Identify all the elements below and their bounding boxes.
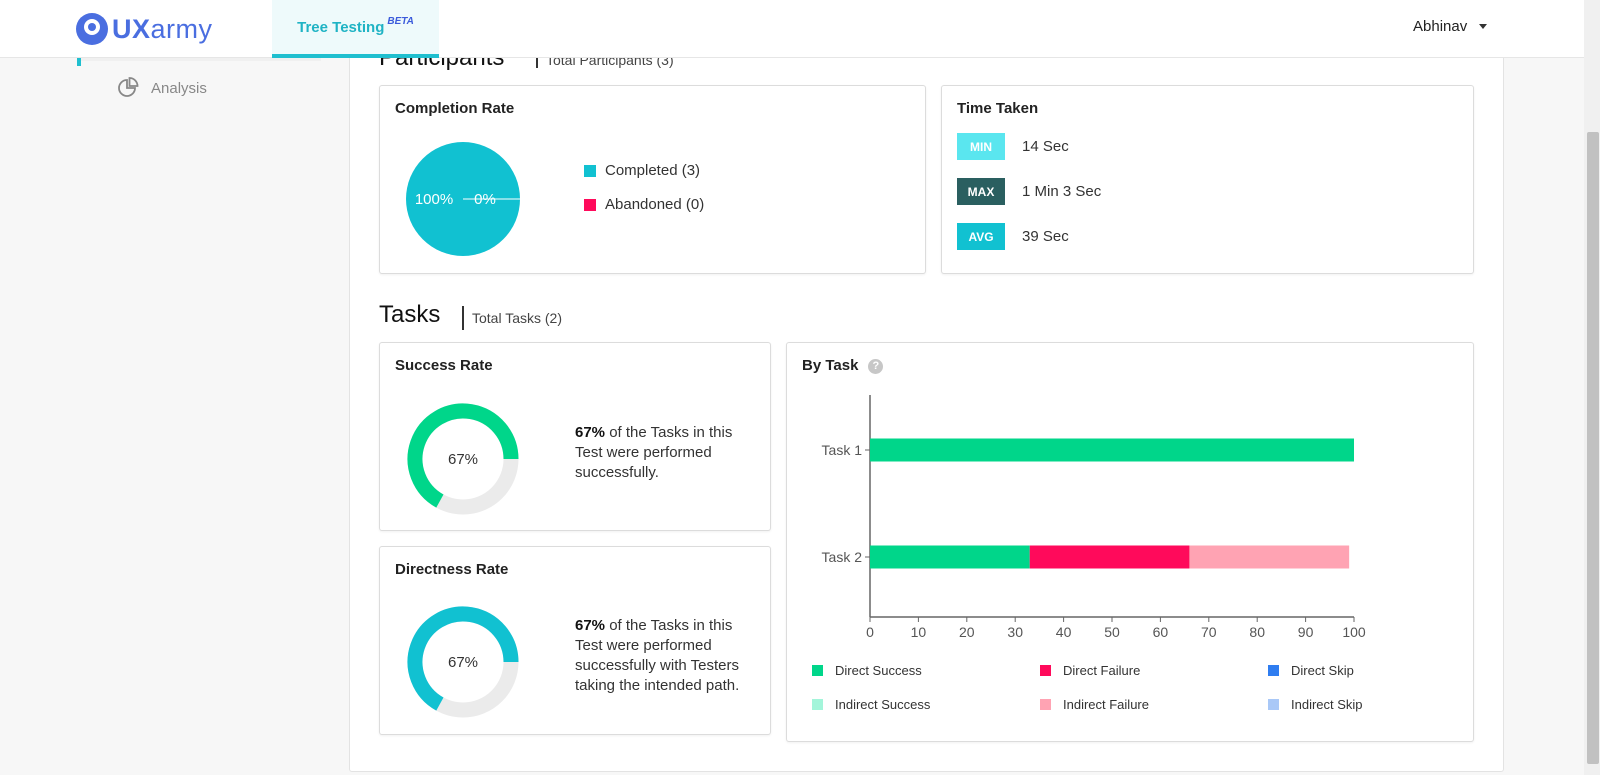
uxarmy-logo[interactable]: UXarmy xyxy=(76,12,213,46)
pie-chart-icon xyxy=(118,77,139,97)
legend-label: Direct Failure xyxy=(1063,663,1141,678)
beta-badge: BETA xyxy=(387,15,414,27)
x-tick-label: 70 xyxy=(1201,624,1217,640)
legend-swatch xyxy=(1268,699,1279,710)
legend-swatch xyxy=(1040,699,1051,710)
y-tick-label: Task 1 xyxy=(822,442,863,458)
directness-rate-description: 67% of the Tasks in this Test were perfo… xyxy=(575,617,740,694)
avg-badge: AVG xyxy=(957,223,1005,250)
by-task-bar-chart: Task 1 Task 2 0 10 20 30 40 50 60 70 80 90 100 xyxy=(822,395,1366,640)
bar-direct-success-1 xyxy=(870,438,1354,462)
directness-rate-title: Directness Rate xyxy=(395,561,509,578)
user-menu[interactable]: Abhinav xyxy=(1413,18,1488,35)
legend-swatch xyxy=(812,699,823,710)
completion-rate-title: Completion Rate xyxy=(395,100,515,117)
max-badge: MAX xyxy=(957,178,1005,205)
legend-label: Indirect Success xyxy=(835,697,931,712)
min-badge: MIN xyxy=(957,133,1005,160)
legend-indirect-skip[interactable]: Indirect Skip xyxy=(1268,697,1363,712)
x-tick-label: 10 xyxy=(911,624,927,640)
legend-label: Indirect Skip xyxy=(1291,697,1363,712)
x-tick-label: 100 xyxy=(1342,624,1366,640)
x-tick-label: 0 xyxy=(866,624,874,640)
total-tasks: Total Tasks (2) xyxy=(462,306,562,330)
x-tick-label: 30 xyxy=(1007,624,1023,640)
legend-swatch xyxy=(812,665,823,676)
legend-indirect-success[interactable]: Indirect Success xyxy=(812,697,930,712)
legend-direct-skip[interactable]: Direct Skip xyxy=(1268,663,1354,678)
max-value: 1 Min 3 Sec xyxy=(1022,183,1102,200)
by-task-card: By Task? Task 1 Task 2 0 10 20 30 40 50 60 70 80 90… xyxy=(786,342,1474,742)
tab-tree-testing[interactable]: Tree Testing BETA xyxy=(272,0,439,58)
x-tick-label: 50 xyxy=(1104,624,1120,640)
abandoned-label: Abandoned (0) xyxy=(605,196,705,213)
legend-swatch xyxy=(1040,665,1051,676)
avg-value: 39 Sec xyxy=(1022,228,1069,245)
completed-swatch xyxy=(584,164,596,177)
x-tick-label: 80 xyxy=(1249,624,1265,640)
sidebar-active-marker xyxy=(77,58,81,66)
x-tick-label: 60 xyxy=(1153,624,1169,640)
x-tick-label: 20 xyxy=(959,624,975,640)
legend-label: Indirect Failure xyxy=(1063,697,1149,712)
bar-direct-failure-2 xyxy=(1029,545,1190,569)
legend-direct-failure[interactable]: Direct Failure xyxy=(1040,663,1140,678)
abandoned-percent-label: 0% xyxy=(474,191,496,208)
success-rate-card: Success Rate 67% 67% of the Tasks in thi… xyxy=(379,342,771,531)
completed-percent-label: 100% xyxy=(415,191,453,208)
directness-donut-arc xyxy=(407,606,519,711)
top-navigation-bar: UXarmy Tree Testing BETA Abhinav xyxy=(0,0,1584,58)
legend-completed: Completed (3) xyxy=(584,162,700,179)
min-value: 14 Sec xyxy=(1022,138,1069,155)
chevron-down-icon xyxy=(1479,24,1488,29)
tab-tree-testing-label: Tree Testing xyxy=(297,18,385,36)
completion-pie-chart: 100% 0% xyxy=(406,142,520,256)
time-taken-title: Time Taken xyxy=(957,100,1039,117)
user-name: Abhinav xyxy=(1413,18,1468,35)
directness-donut-label: 67% xyxy=(448,654,478,671)
x-tick-label: 40 xyxy=(1056,624,1072,640)
bar-direct-success-2 xyxy=(870,545,1030,569)
success-donut-arc xyxy=(407,403,519,508)
legend-direct-success[interactable]: Direct Success xyxy=(812,663,922,678)
by-task-title: By Task? xyxy=(802,357,884,374)
directness-donut-chart: 67% xyxy=(407,606,519,718)
success-donut-label: 67% xyxy=(448,451,478,468)
sidebar-item-label: Analysis xyxy=(151,79,207,97)
bar-indirect-failure-2 xyxy=(1189,545,1350,569)
help-icon[interactable]: ? xyxy=(868,358,884,374)
sidebar-divider xyxy=(81,58,321,61)
time-taken-card: Time Taken MIN 14 Sec MAX 1 Min 3 Sec AV… xyxy=(941,85,1474,274)
abandoned-swatch xyxy=(584,198,596,211)
legend-swatch xyxy=(1268,665,1279,676)
success-donut-chart: 67% xyxy=(407,403,519,515)
y-tick-label: Task 2 xyxy=(822,549,863,565)
x-tick-label: 90 xyxy=(1298,624,1314,640)
sidebar-item-analysis[interactable]: Analysis xyxy=(117,77,207,99)
legend-label: Direct Skip xyxy=(1291,663,1354,678)
legend-abandoned: Abandoned (0) xyxy=(584,196,704,213)
completed-label: Completed (3) xyxy=(605,162,701,179)
scrollbar-thumb[interactable] xyxy=(1587,132,1599,764)
legend-indirect-failure[interactable]: Indirect Failure xyxy=(1040,697,1149,712)
tasks-heading: Tasks xyxy=(379,301,441,328)
legend-label: Direct Success xyxy=(835,663,922,678)
completion-rate-card: Completion Rate 100% 0% Completed (3) Ab… xyxy=(379,85,926,274)
directness-rate-card: Directness Rate 67% 67% of the Tasks in … xyxy=(379,546,771,735)
uxarmy-logo-icon xyxy=(76,13,108,45)
success-rate-description: 67% of the Tasks in this Test were perfo… xyxy=(575,424,733,481)
success-rate-title: Success Rate xyxy=(395,357,493,374)
logo-wordmark: UXarmy xyxy=(112,13,213,44)
